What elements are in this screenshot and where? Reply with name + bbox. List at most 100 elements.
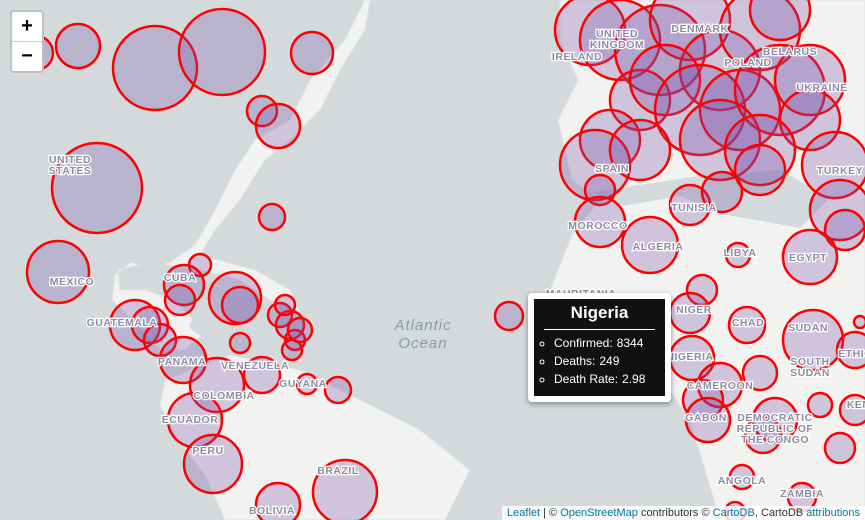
case-circle[interactable] xyxy=(852,314,865,330)
case-circle[interactable] xyxy=(166,391,224,449)
case-circle[interactable] xyxy=(724,241,752,269)
case-circle[interactable] xyxy=(743,415,783,455)
map-label: Atlantic xyxy=(393,317,451,334)
case-circle[interactable] xyxy=(838,393,865,427)
case-circle[interactable] xyxy=(54,22,102,70)
tooltip-label: Confirmed: xyxy=(554,336,613,350)
map-label: SUDAN xyxy=(788,322,828,334)
case-circles xyxy=(17,0,865,520)
map-label: CUBA xyxy=(164,272,196,284)
map-label: CHAD xyxy=(732,317,764,329)
case-circle[interactable] xyxy=(228,331,252,355)
case-circle[interactable] xyxy=(573,195,627,249)
case-circle[interactable] xyxy=(806,391,834,419)
case-circle[interactable] xyxy=(286,316,314,344)
tooltip-title: Nigeria xyxy=(544,303,655,330)
case-circle[interactable] xyxy=(696,361,744,409)
case-circle[interactable] xyxy=(613,3,707,97)
case-circle[interactable] xyxy=(323,375,353,405)
case-circle[interactable] xyxy=(733,43,827,137)
case-circle[interactable] xyxy=(111,24,199,112)
attributions-link[interactable]: attributions xyxy=(806,507,860,519)
case-circle[interactable] xyxy=(718,0,802,72)
case-circle[interactable] xyxy=(578,0,662,82)
case-circle[interactable] xyxy=(311,458,379,520)
case-circle[interactable] xyxy=(781,308,845,372)
case-circle[interactable] xyxy=(220,285,260,325)
case-circle[interactable] xyxy=(254,102,302,150)
cartodb-link[interactable]: CartoDB xyxy=(712,507,755,519)
map-label: REPUBLIC OF xyxy=(737,423,814,435)
case-circle[interactable] xyxy=(50,141,144,235)
zoom-in-button[interactable]: + xyxy=(21,15,33,37)
case-circle[interactable] xyxy=(257,202,287,232)
tooltip-body: Nigeria Confirmed:8344 Deaths:249 Death Ra… xyxy=(534,299,665,396)
case-circle[interactable] xyxy=(835,330,865,370)
tooltip-item: Death Rate:2.98 xyxy=(554,372,665,386)
tooltip-label: Deaths: xyxy=(554,354,596,368)
map-label: KENYA xyxy=(847,399,865,411)
map-label: TURKEY xyxy=(817,165,863,177)
tooltip: Nigeria Confirmed:8344 Deaths:249 Death Ra… xyxy=(528,293,671,402)
osm-link[interactable]: OpenStreetMap xyxy=(560,507,638,519)
map-label: ECUADOR xyxy=(162,414,219,426)
case-circle[interactable] xyxy=(727,305,767,345)
case-circle[interactable] xyxy=(741,354,779,392)
case-circle[interactable] xyxy=(493,300,525,332)
case-circle[interactable] xyxy=(163,283,197,317)
leaflet-link[interactable]: Leaflet xyxy=(507,507,541,519)
tooltip-label: Death Rate: xyxy=(554,372,619,386)
case-circle[interactable] xyxy=(25,239,91,305)
case-circle[interactable] xyxy=(254,481,302,520)
map-label: GABON xyxy=(685,412,727,424)
case-circle[interactable] xyxy=(188,356,246,414)
map-label: BRAZIL xyxy=(317,465,359,477)
case-circle[interactable] xyxy=(723,113,797,187)
map-label: IRELAND xyxy=(552,51,602,63)
map-label: CAMEROON xyxy=(687,380,753,392)
case-circle[interactable] xyxy=(620,215,680,275)
case-circle[interactable] xyxy=(289,30,335,76)
case-circle[interactable] xyxy=(808,178,865,242)
case-circle[interactable] xyxy=(733,143,787,197)
case-circle[interactable] xyxy=(773,43,847,117)
case-circle[interactable] xyxy=(823,208,865,252)
map-label: DENMARK xyxy=(671,23,728,35)
case-circle[interactable] xyxy=(177,7,267,97)
case-circle[interactable] xyxy=(668,183,712,227)
attribution-text: , CartoDB xyxy=(754,507,804,519)
map-label: ALGERIA xyxy=(633,241,684,253)
map-label: UNITED xyxy=(596,28,638,40)
attribution-text: contributors © xyxy=(640,507,710,519)
case-circle[interactable] xyxy=(684,396,732,444)
tooltip-value: 2.98 xyxy=(622,372,646,386)
map-label: POLAND xyxy=(724,57,771,69)
case-circle[interactable] xyxy=(781,228,839,286)
case-circle[interactable] xyxy=(242,355,282,395)
case-circle[interactable] xyxy=(295,372,319,396)
case-circle[interactable] xyxy=(728,463,756,491)
case-circle[interactable] xyxy=(748,0,812,42)
separator: | xyxy=(543,507,546,519)
case-circle[interactable] xyxy=(273,293,297,317)
map-label: GUYANA xyxy=(279,378,327,390)
zoom-out-button[interactable]: − xyxy=(12,41,42,71)
gulf-of-mexico xyxy=(120,234,180,266)
case-circle[interactable] xyxy=(608,118,672,182)
map-label: BELARUS xyxy=(763,46,817,58)
case-circle[interactable] xyxy=(700,170,744,214)
case-circle[interactable] xyxy=(685,273,719,307)
tooltip-item: Confirmed:8344 xyxy=(554,336,665,350)
case-circle[interactable] xyxy=(182,433,244,495)
attribution: Leaflet | © OpenStreetMap contributors ©… xyxy=(502,506,865,520)
map-label: NIGERIA xyxy=(666,351,713,363)
copyright: © xyxy=(549,507,558,519)
case-circle[interactable] xyxy=(823,431,857,465)
map-label: LIBYA xyxy=(723,247,756,259)
case-circle[interactable] xyxy=(681,378,725,422)
map-label: PERU xyxy=(192,445,223,457)
map-label: SOUTH xyxy=(790,356,829,368)
map-label: BOLIVIA xyxy=(249,505,295,517)
